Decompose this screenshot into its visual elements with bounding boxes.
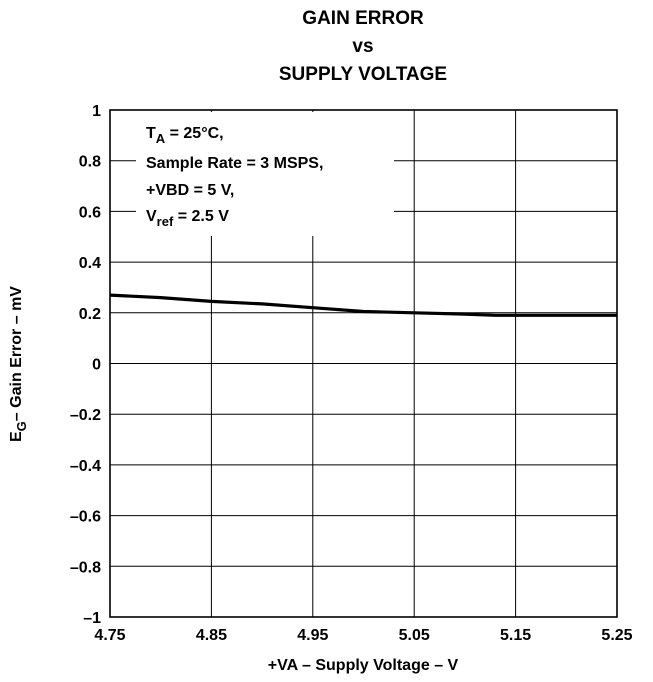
y-tick-label: –0.6 — [70, 509, 101, 526]
y-tick-label: 1 — [92, 103, 101, 120]
chart-title-line-3: SUPPLY VOLTAGE — [279, 64, 447, 85]
y-tick-label: –0.2 — [70, 407, 101, 424]
annotation-line-3: +VBD = 5 V, — [146, 182, 234, 199]
y-tick-label: –0.8 — [70, 559, 101, 576]
y-tick-label: 0.8 — [79, 154, 101, 171]
y-axis-label-main: E — [8, 431, 25, 442]
plot-frame — [109, 109, 618, 618]
y-tick-label: 0.2 — [79, 306, 101, 323]
annotation-vref-rest: = 2.5 V — [173, 208, 229, 225]
annotation-line-4: Vref = 2.5 V — [146, 208, 229, 229]
y-tick-label: 0 — [92, 357, 101, 374]
chart-title-line-2: vs — [352, 36, 373, 57]
x-tick-label: 5.25 — [601, 627, 632, 644]
x-tick-label: 4.75 — [94, 627, 125, 644]
annotation-background — [136, 112, 394, 236]
y-tick-label: 0.4 — [79, 255, 101, 272]
annotation-vref-main: V — [146, 208, 157, 225]
x-tick-labels: 4.75 4.85 4.95 5.05 5.15 5.25 — [94, 627, 632, 644]
annotation-vref-sub: ref — [157, 214, 174, 229]
y-tick-labels: –1 –0.8 –0.6 –0.4 –0.2 0 0.2 0.4 0.6 0.8 1 — [70, 103, 101, 627]
x-tick-label: 4.95 — [297, 627, 328, 644]
x-tick-label: 5.15 — [500, 627, 531, 644]
y-tick-label: –1 — [83, 610, 101, 627]
chart-title: GAIN ERROR vs SUPPLY VOLTAGE — [279, 8, 447, 85]
x-tick-label: 4.85 — [196, 627, 227, 644]
annotation-ta-sub: A — [156, 131, 166, 146]
y-axis-label-sub: G — [14, 421, 29, 431]
y-axis-label: EG– Gain Error – mV — [8, 286, 29, 442]
chart-title-line-1: GAIN ERROR — [302, 8, 424, 29]
annotation-line-2: Sample Rate = 3 MSPS, — [146, 155, 323, 172]
annotation-ta-rest: = 25°C, — [165, 125, 223, 142]
series-line — [109, 293, 617, 317]
y-axis-label-rest: – Gain Error – mV — [8, 286, 25, 421]
annotation-line-1: TA = 25°C, — [146, 125, 224, 146]
y-tick-label: –0.4 — [70, 458, 101, 475]
x-tick-label: 5.05 — [399, 627, 430, 644]
x-axis-label: +VA – Supply Voltage – V — [268, 657, 459, 674]
condition-annotation: TA = 25°C, Sample Rate = 3 MSPS, +VBD = … — [136, 112, 394, 236]
y-tick-label: 0.6 — [79, 204, 101, 221]
annotation-ta-main: T — [146, 125, 156, 142]
